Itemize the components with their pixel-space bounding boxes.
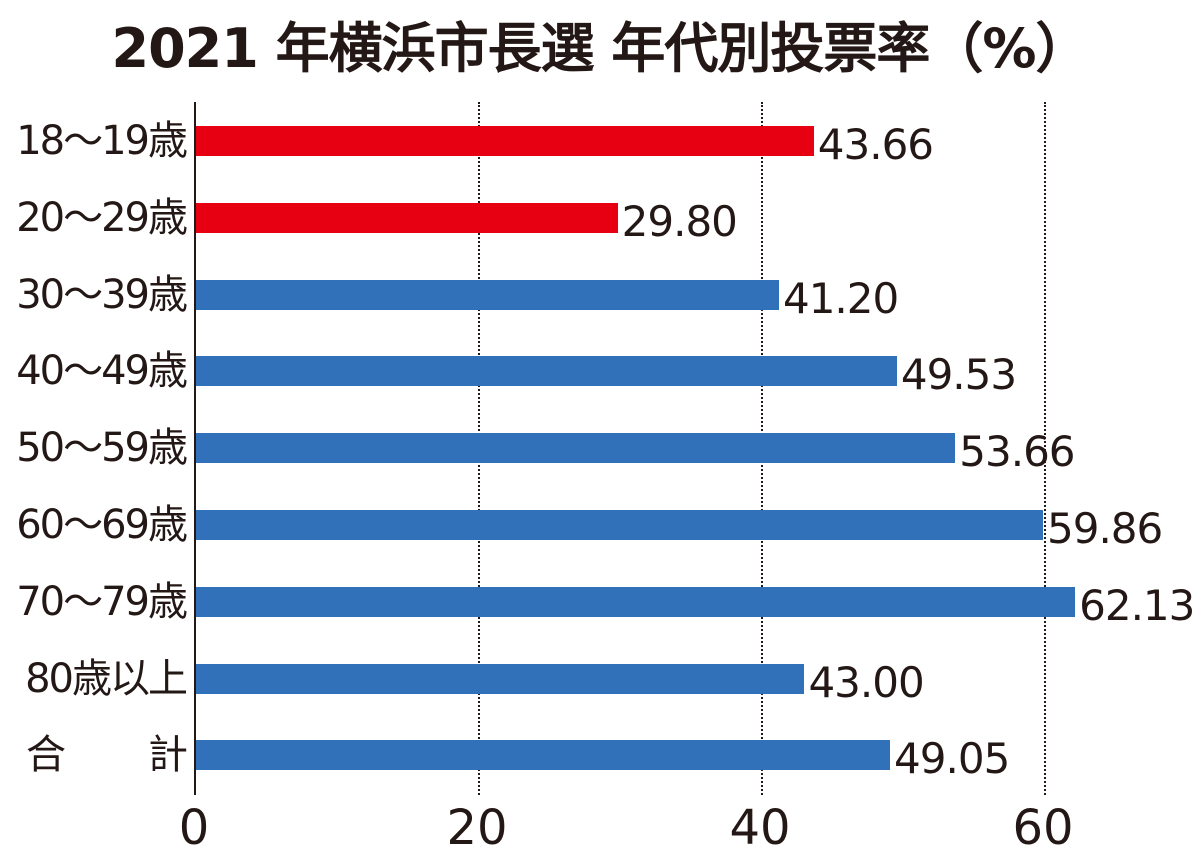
bar [196, 126, 814, 156]
category-label: 20～29歳 [16, 194, 188, 241]
value-label: 62.13 [1079, 580, 1195, 630]
value-label: 53.66 [959, 427, 1075, 477]
x-tick-label: 0 [178, 800, 210, 856]
category-label: 30～39歳 [16, 271, 188, 318]
value-label: 29.80 [621, 196, 738, 246]
bar [196, 433, 956, 464]
x-tick-label: 40 [729, 800, 791, 856]
value-label: 59.86 [1047, 504, 1163, 553]
total-label-part: 合 [26, 732, 66, 779]
category-label: 40～49歳 [16, 348, 188, 395]
x-tick-label: 60 [1012, 800, 1074, 856]
gridline-60 [1044, 102, 1046, 795]
category-label: 50～59歳 [16, 425, 188, 472]
value-label: 43.66 [817, 120, 934, 169]
bar [196, 586, 1076, 617]
value-label: 41.20 [782, 273, 899, 323]
category-label: 合計 [26, 732, 188, 779]
bar [196, 356, 897, 387]
total-label-part: 計 [148, 732, 188, 779]
bar [196, 279, 779, 310]
category-label: 80歳以上 [25, 655, 188, 702]
y-axis-line [194, 102, 196, 795]
bar [196, 663, 805, 694]
value-label: 49.53 [900, 350, 1017, 400]
bar [196, 740, 891, 771]
chart-title: 2021 年横浜市長選 年代別投票率（%） [111, 17, 1090, 80]
value-label: 49.05 [894, 734, 1010, 784]
category-label: 18～19歳 [16, 118, 188, 164]
x-tick-label: 20 [446, 800, 508, 856]
bar [196, 202, 618, 233]
value-label: 43.00 [808, 657, 924, 707]
category-label: 70～79歳 [16, 578, 188, 625]
bar [196, 510, 1044, 540]
category-label: 60～69歳 [16, 502, 188, 548]
